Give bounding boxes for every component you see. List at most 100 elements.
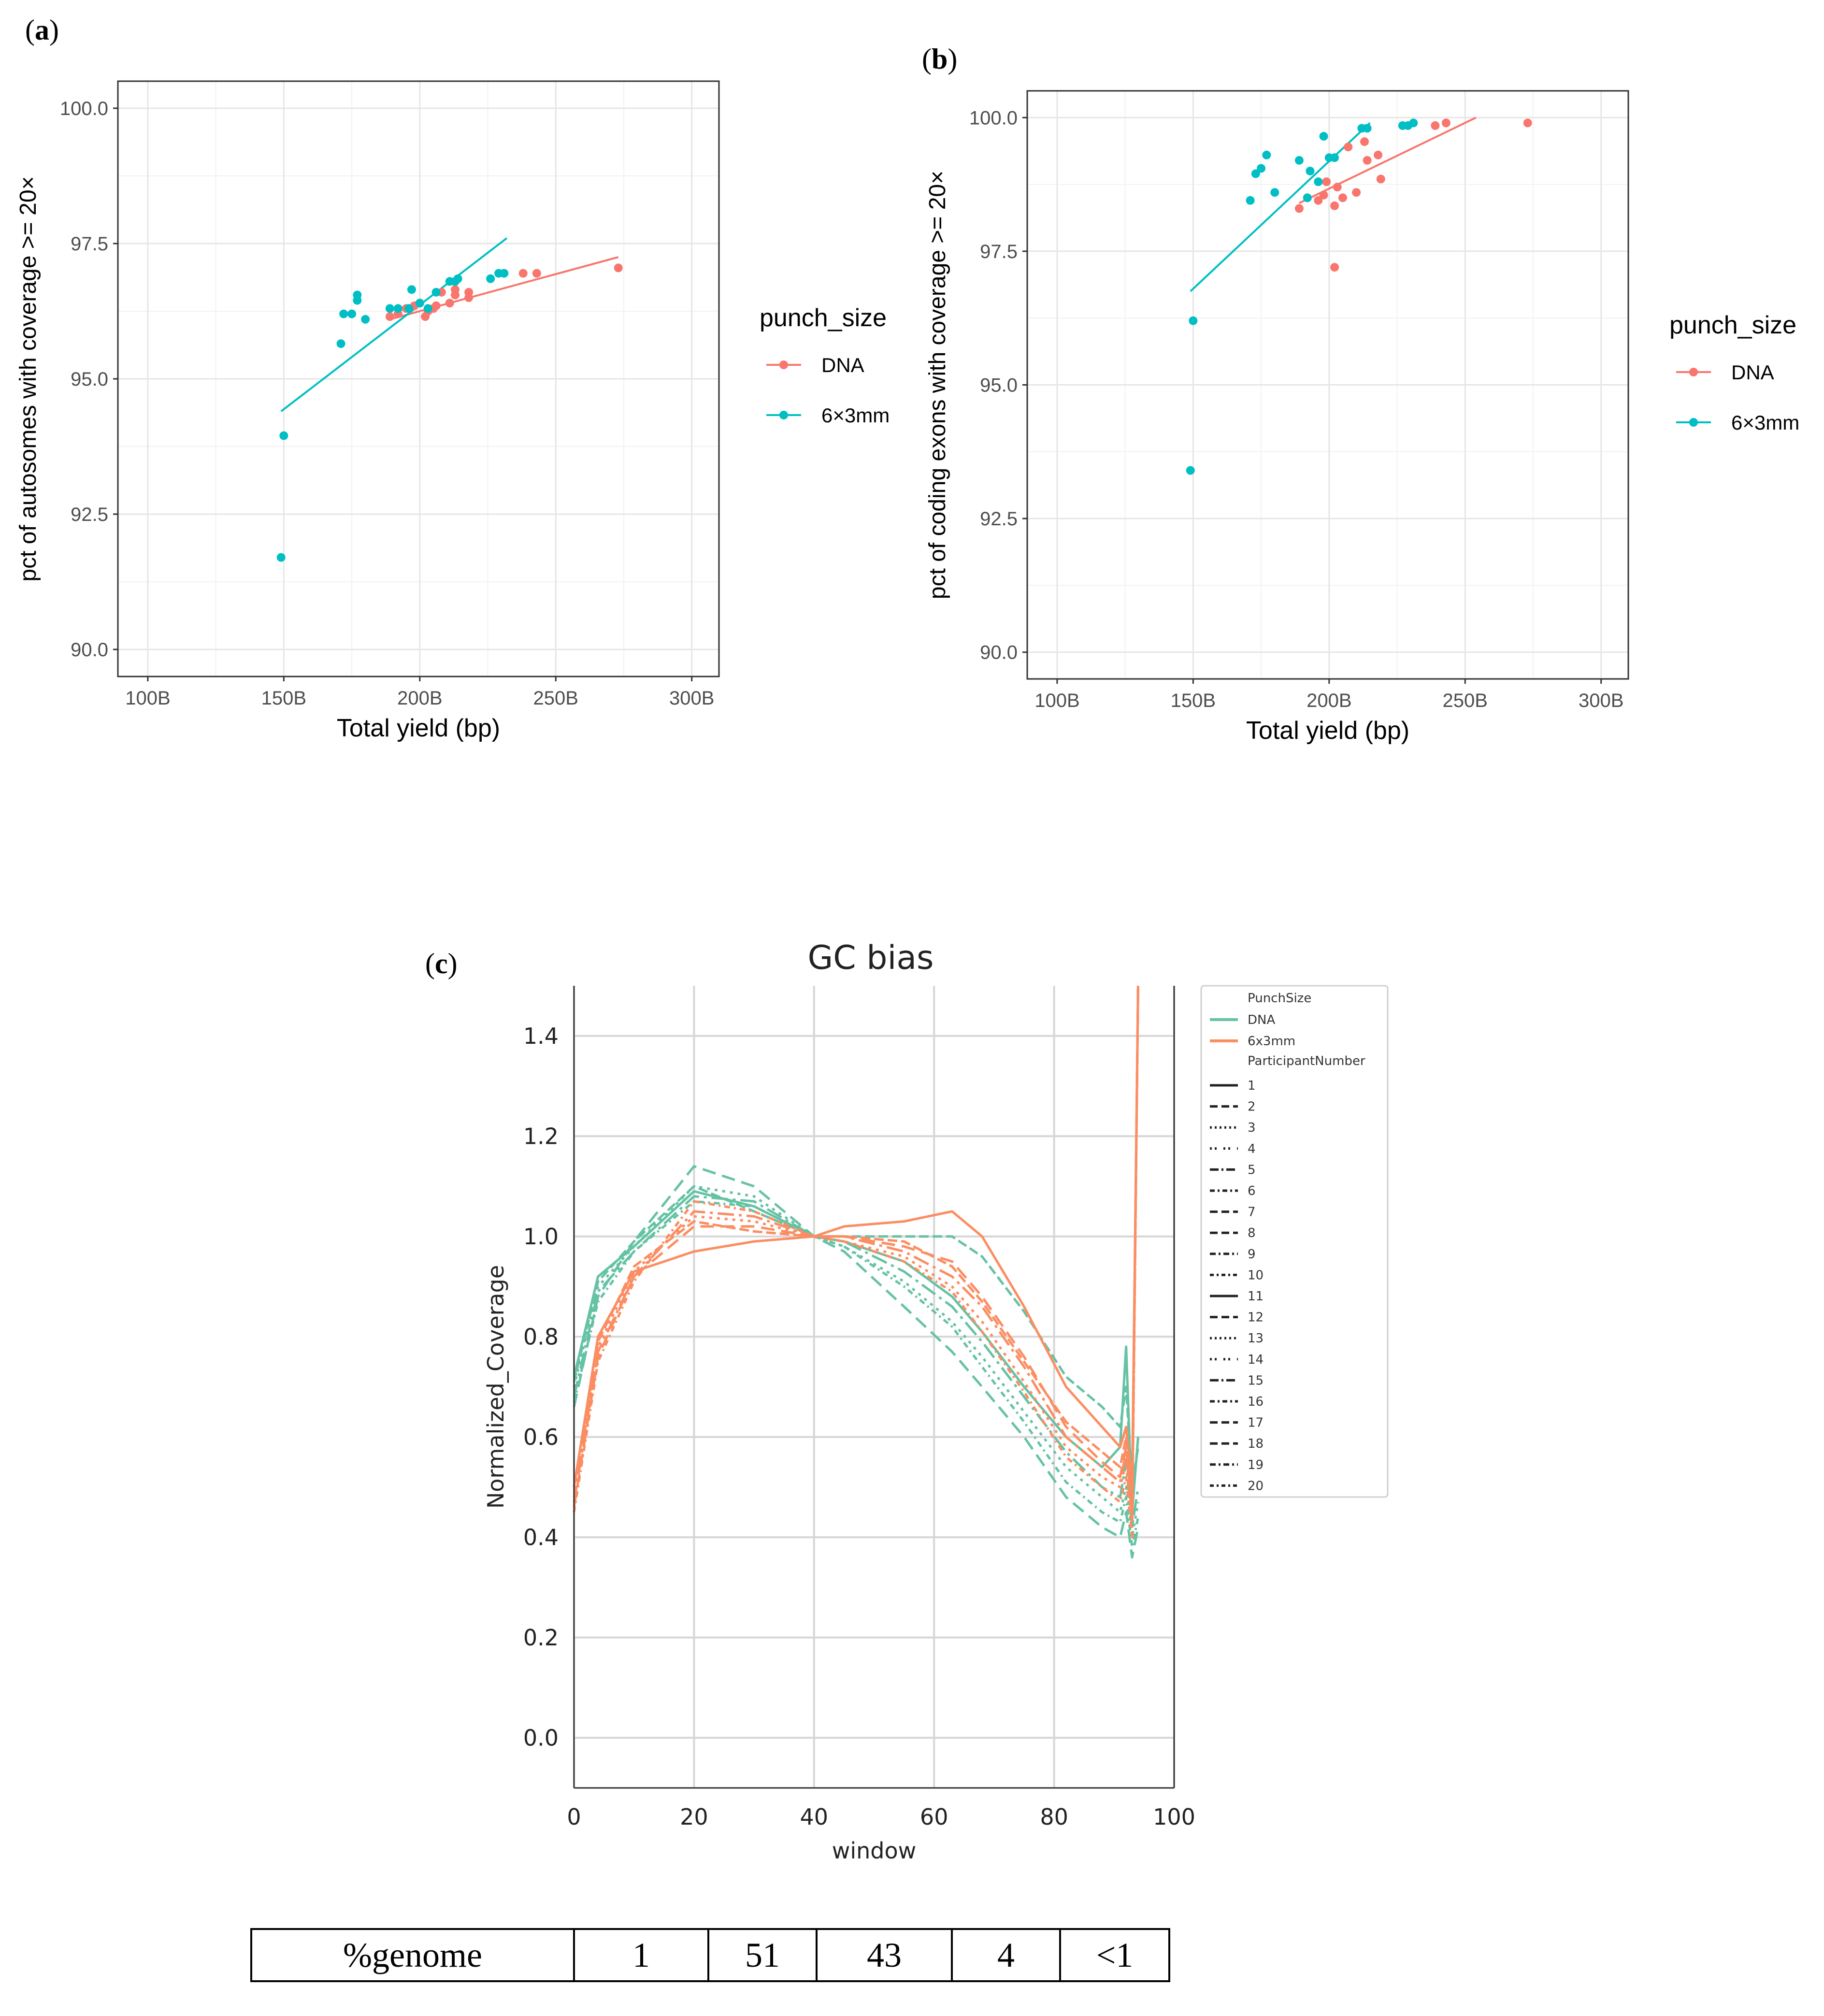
legend-title: punch_size: [760, 304, 887, 332]
scatter-chart-a: 100B 150B 200B 250B 300B 90.0 92.5 95.0 97.5 100.…: [15, 80, 890, 742]
legend-label: DNA: [1731, 361, 1774, 384]
legend-label: 14: [1248, 1353, 1264, 1367]
table-cell: <1: [1059, 1928, 1170, 1982]
legend-label: 16: [1248, 1395, 1264, 1409]
y-tick-label: 95.0: [980, 375, 1018, 396]
trend-line: [280, 237, 508, 412]
legend-label: 7: [1248, 1205, 1256, 1220]
data-point: [361, 315, 370, 324]
data-point: [1330, 201, 1339, 210]
legend-label: 1: [1248, 1079, 1256, 1093]
legend-label: 6x3mm: [1248, 1034, 1295, 1049]
data-point: [385, 304, 394, 313]
series-line: [573, 1185, 1139, 1488]
legend-title-fill: PunchSize: [1248, 991, 1311, 1006]
x-tick-label: 150B: [261, 688, 306, 709]
data-point: [614, 263, 623, 273]
y-tick-label: 1.0: [523, 1224, 559, 1250]
table-cell: 1: [573, 1928, 709, 1982]
table-cell: 43: [816, 1928, 953, 1982]
data-point: [385, 312, 394, 321]
y-tick-label: 90.0: [980, 642, 1018, 663]
data-point: [1338, 193, 1347, 202]
legend-key-point: [779, 411, 788, 419]
data-point: [1314, 196, 1323, 205]
data-point: [450, 290, 460, 300]
trend-line: [1299, 116, 1477, 204]
data-point: [486, 274, 495, 283]
data-point: [347, 309, 357, 318]
y-tick-label: 1.2: [523, 1123, 559, 1149]
data-point: [1344, 143, 1353, 152]
x-tick-label: 200B: [1307, 690, 1351, 711]
data-point: [1270, 188, 1279, 197]
x-tick-label: 40: [800, 1804, 829, 1830]
panel-label-b: (b): [922, 43, 958, 75]
y-tick-label: 92.5: [71, 504, 108, 525]
legend-label: 6×3mm: [821, 404, 890, 427]
data-point: [1363, 124, 1372, 133]
y-tick-label: 0.4: [523, 1524, 559, 1550]
data-point: [532, 269, 541, 278]
y-tick-label: 0.6: [523, 1424, 559, 1450]
series-line: [573, 986, 1139, 1519]
legend-key-point: [1689, 368, 1698, 376]
legend-label: 12: [1248, 1310, 1264, 1325]
y-tick-label: 97.5: [71, 233, 108, 255]
data-point: [1257, 164, 1266, 173]
legend-label: 15: [1248, 1373, 1264, 1388]
x-tick-label: 100B: [1034, 690, 1079, 711]
legend-key-point: [779, 360, 788, 369]
data-point: [1374, 150, 1383, 159]
table-cell: 4: [951, 1928, 1061, 1982]
legend-label: 6×3mm: [1731, 411, 1799, 434]
table-row: %genome 1 51 43 4 <1: [250, 1928, 1170, 1982]
legend-label: 9: [1248, 1247, 1256, 1262]
chart-title: GC bias: [808, 939, 934, 977]
legend-key-point: [1689, 418, 1698, 427]
data-point: [1333, 183, 1342, 192]
data-point: [393, 304, 402, 313]
data-point: [445, 299, 454, 308]
y-tick-label: 95.0: [71, 369, 108, 390]
series-line: [573, 986, 1139, 1488]
panel-label-c: (c): [425, 948, 458, 979]
data-point: [336, 339, 345, 348]
y-tick-label: 100.0: [60, 98, 108, 119]
legend-label: 19: [1248, 1458, 1264, 1472]
y-tick-label: 92.5: [980, 508, 1018, 530]
x-tick-label: 300B: [1579, 690, 1623, 711]
plot-border: [1026, 90, 1629, 680]
trend-line: [1190, 122, 1371, 292]
data-point: [1319, 190, 1328, 200]
series-group: [573, 986, 1139, 1559]
data-point: [1360, 137, 1369, 146]
legend-label: 6: [1248, 1184, 1256, 1198]
legend-label: 11: [1248, 1289, 1264, 1304]
legend-label: 17: [1248, 1416, 1264, 1430]
legend-label: DNA: [821, 354, 864, 376]
data-point: [339, 309, 348, 318]
x-tick-label: 250B: [533, 688, 578, 709]
genome-percent-table: %genome 1 51 43 4 <1: [250, 1928, 1170, 1982]
x-tick-label: 20: [680, 1804, 708, 1830]
x-tick-label: 80: [1040, 1804, 1068, 1830]
legend-label: 5: [1248, 1163, 1256, 1177]
data-point: [1262, 150, 1271, 159]
plot-border: [117, 80, 720, 677]
data-point: [1251, 169, 1260, 178]
x-tick-label: 100: [1153, 1804, 1195, 1830]
legend-box: [1200, 985, 1389, 1498]
y-tick-label: 0.2: [523, 1625, 559, 1651]
data-point: [1523, 118, 1532, 128]
y-tick-label: 0.8: [523, 1324, 559, 1350]
legend-label: 2: [1248, 1100, 1256, 1114]
x-tick-label: 200B: [397, 688, 442, 709]
legend-label: 10: [1248, 1268, 1264, 1282]
data-point: [464, 293, 474, 302]
legend-label: 20: [1248, 1479, 1264, 1493]
gc-bias-chart: GC bias 0 20 40 60 80 100 0.0 0.2 0.4 0.6 0.8 1.0 1.2…: [483, 939, 1389, 1864]
x-tick-label: 250B: [1443, 690, 1488, 711]
y-tick-label: 97.5: [980, 241, 1018, 262]
